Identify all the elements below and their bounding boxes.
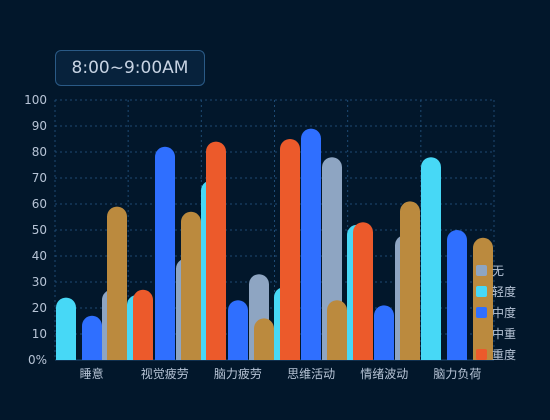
bar[interactable] [280,139,300,360]
x-tick-label: 脑力疲劳 [214,366,262,381]
y-tick-label: 10 [32,327,47,341]
x-axis: 睡意 视觉疲劳 脑力疲劳 思维活动 情绪波动 脑力负荷 [80,366,482,381]
bar-base [133,350,153,360]
y-tick-label: 70 [32,171,47,185]
bar[interactable] [447,230,467,360]
x-tick-label: 思维活动 [287,367,335,381]
legend-label[interactable]: 无 [492,264,504,278]
x-tick-label: 脑力负荷 [433,367,481,381]
legend-swatch [476,307,487,318]
bar[interactable] [301,128,321,360]
bar[interactable] [353,222,373,360]
legend-label[interactable]: 中重 [492,326,516,341]
bar[interactable] [374,305,394,360]
y-tick-label: 90 [32,119,47,133]
legend-swatch [476,286,487,297]
bar-base [107,350,127,360]
bar-base [353,350,373,360]
y-tick-label: 100 [24,93,47,107]
y-tick-label: 60 [32,197,47,211]
bar[interactable] [107,206,127,360]
bar-base [206,350,226,360]
bar[interactable] [327,300,347,360]
bar-base [181,350,201,360]
bar[interactable] [473,237,493,360]
bar-base [56,350,76,360]
bar-base [155,350,175,360]
bar[interactable] [82,315,102,360]
bar-base [301,350,321,360]
bar-base [254,350,274,360]
bar-base [82,350,102,360]
legend-label[interactable]: 重度 [492,347,516,362]
bar[interactable] [181,211,201,360]
y-tick-label: 40 [32,249,47,263]
bar[interactable] [228,300,248,360]
legend-swatch [476,328,487,339]
bar-base [228,350,248,360]
bars [56,128,493,360]
bar[interactable] [254,318,274,360]
x-tick-label: 情绪波动 [360,367,408,381]
y-axis: 0% 10 20 30 40 50 60 70 80 90 100 [24,93,47,367]
legend-label[interactable]: 轻度 [492,284,516,299]
bar-base [374,350,394,360]
x-tick-label: 视觉疲劳 [141,366,189,381]
bar[interactable] [400,201,420,360]
y-tick-label: 50 [32,223,47,237]
y-tick-label: 30 [32,275,47,289]
x-tick-label: 睡意 [80,366,104,381]
time-range-badge[interactable]: 8:00~9:00AM [55,50,205,86]
bar-base [421,350,441,360]
legend-swatch [476,349,487,360]
bar[interactable] [56,297,76,360]
legend-swatch [476,265,487,276]
bar[interactable] [421,157,441,360]
bar[interactable] [155,146,175,360]
y-tick-label: 0% [28,353,47,367]
y-tick-label: 20 [32,301,47,315]
bar[interactable] [133,289,153,360]
bar-base [280,350,300,360]
y-tick-label: 80 [32,145,47,159]
bar[interactable] [206,141,226,360]
bar-base [400,350,420,360]
bar-base [447,350,467,360]
legend-label[interactable]: 中度 [492,305,516,320]
bar-base [327,350,347,360]
